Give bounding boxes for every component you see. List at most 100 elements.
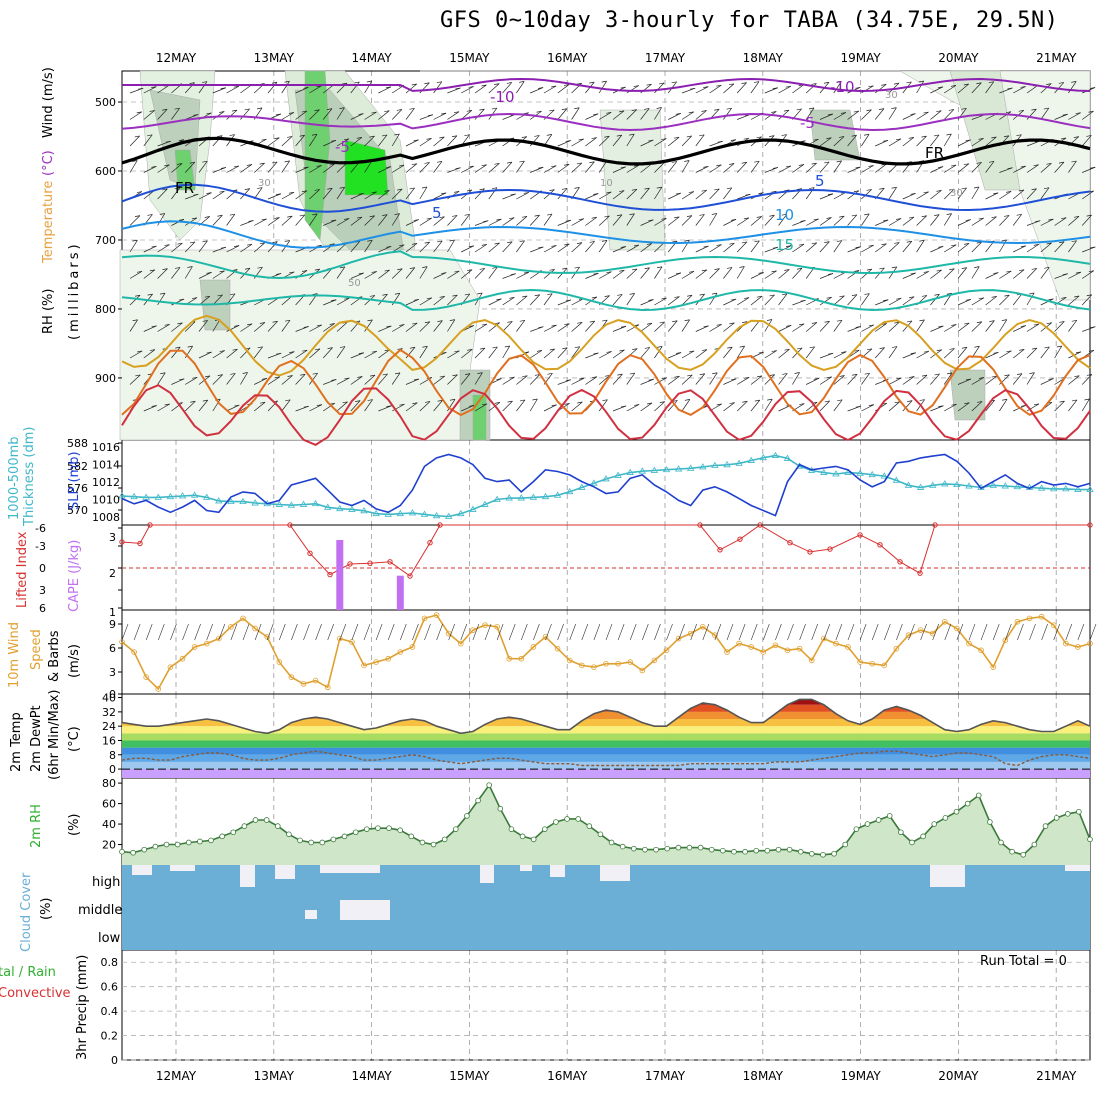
- wind10m-barb: [279, 623, 286, 641]
- wind-barb: [1026, 188, 1037, 200]
- wind10m-barb: [714, 623, 722, 641]
- wind-barb-flag: [809, 187, 815, 189]
- wind-barb: [1040, 107, 1050, 120]
- wind-barb-flag: [300, 373, 306, 376]
- wind-barb-flag: [756, 295, 762, 298]
- wind-barb-flag: [988, 160, 995, 163]
- wind-barb-flag: [895, 138, 902, 141]
- wind-barb: [888, 138, 902, 147]
- wind-barb-flag: [1046, 162, 1052, 165]
- wind-barb-flag: [754, 160, 760, 163]
- wind-barb-flag: [1020, 245, 1026, 248]
- wind-barb-flag: [136, 191, 142, 193]
- wind-barb: [695, 214, 705, 226]
- wind-barb: [654, 217, 667, 226]
- wind-barb-flag: [134, 135, 140, 138]
- cloud-level-low: low: [98, 931, 121, 946]
- rh2m-point: [1042, 823, 1049, 829]
- wind-barb: [253, 322, 266, 332]
- wind-barb: [143, 166, 157, 173]
- wind-barb-flag: [879, 187, 885, 190]
- wind-barb-flag: [716, 84, 722, 87]
- wind-barb-flag: [1020, 325, 1026, 327]
- wind-barb: [723, 83, 735, 94]
- wind-barb: [212, 246, 227, 253]
- wind-barb-flag: [174, 187, 180, 190]
- wind-barb-flag: [674, 136, 680, 139]
- wind-barb-flag: [422, 345, 428, 348]
- wind-barb: [240, 108, 250, 120]
- wind10m-barb: [992, 623, 1000, 641]
- wind-barb: [957, 163, 970, 173]
- thickness-point: [517, 494, 526, 501]
- wind-barb-flag: [534, 214, 540, 217]
- wind-barb-flag: [562, 347, 568, 350]
- wind-barb-flag: [219, 190, 225, 193]
- wind-barb-flag: [509, 217, 515, 220]
- wind-barb-flag: [674, 216, 680, 219]
- wind-barb: [502, 217, 515, 226]
- wind-barb: [378, 373, 388, 385]
- wind-barb: [640, 243, 652, 253]
- thickness-point: [892, 476, 901, 483]
- wind-barb-flag: [509, 376, 515, 379]
- thickness-point: [904, 481, 913, 488]
- wind-barb: [336, 297, 350, 306]
- wind-barb: [364, 374, 376, 385]
- wind-barb: [557, 243, 570, 253]
- wind-barb: [792, 268, 803, 279]
- t2m-tick-label: 0: [109, 763, 116, 776]
- wind-barb: [930, 190, 942, 200]
- wind-barb: [516, 375, 528, 385]
- rh2m-point: [464, 813, 470, 819]
- wind-barb: [626, 324, 640, 332]
- wind-barb-flag: [409, 346, 416, 349]
- wind-barb-flag: [1090, 326, 1096, 329]
- wind-barb: [226, 213, 236, 226]
- wind-barb-flag: [824, 161, 830, 164]
- wind-barb: [626, 372, 636, 385]
- rh2m-point: [130, 849, 136, 856]
- wind-barb-flag: [437, 399, 443, 402]
- wind-barb-flag: [741, 241, 747, 244]
- wind-barb: [971, 82, 982, 94]
- wind10m-barb: [678, 623, 685, 641]
- wind-barb: [1081, 398, 1090, 412]
- wind-barb: [391, 268, 403, 279]
- wind-barb: [460, 110, 472, 120]
- wind-barb: [309, 372, 318, 385]
- wind-barb: [171, 402, 183, 412]
- wind10m-point: [179, 655, 186, 662]
- wind-barb: [681, 374, 693, 385]
- wind-barb-flag: [257, 187, 263, 189]
- wind-barb-flag: [797, 347, 803, 350]
- wind-barb: [557, 323, 570, 332]
- wind-barb-flag: [936, 110, 942, 113]
- wind-barb-flag: [519, 160, 525, 163]
- wind-barb: [530, 246, 544, 253]
- wind-barb: [971, 266, 980, 279]
- wind-barb-flag: [494, 242, 500, 245]
- rh2m-point: [263, 817, 270, 823]
- wind-barb: [778, 373, 788, 385]
- mb-tick-label: 900: [95, 372, 116, 385]
- wind-barb-flag: [836, 80, 842, 83]
- wind10m-barb: [363, 623, 371, 641]
- wind-barb: [143, 269, 156, 279]
- wind-barb: [819, 217, 832, 226]
- wind-barb-flag: [730, 139, 736, 141]
- wind-barb-flag: [974, 345, 980, 348]
- wind-barb-flag: [394, 213, 400, 215]
- rh2m-point: [297, 837, 303, 844]
- top-date-labels: 12MAY 13MAY 14MAY 15MAY 16MAY 17MAY 18MAY 19MAY…: [156, 51, 1077, 65]
- wind-barb-flag: [242, 372, 248, 374]
- wind-barb-flag: [206, 112, 212, 115]
- wind-barb: [571, 401, 583, 412]
- wind-barb-flag: [481, 164, 487, 167]
- wind-barb: [888, 242, 900, 253]
- wind-barb-flag: [394, 292, 400, 295]
- wind-barb: [930, 134, 940, 147]
- wind10m-barb: [339, 623, 347, 641]
- wind-barb: [709, 140, 723, 147]
- wind-barb-flag: [758, 192, 764, 194]
